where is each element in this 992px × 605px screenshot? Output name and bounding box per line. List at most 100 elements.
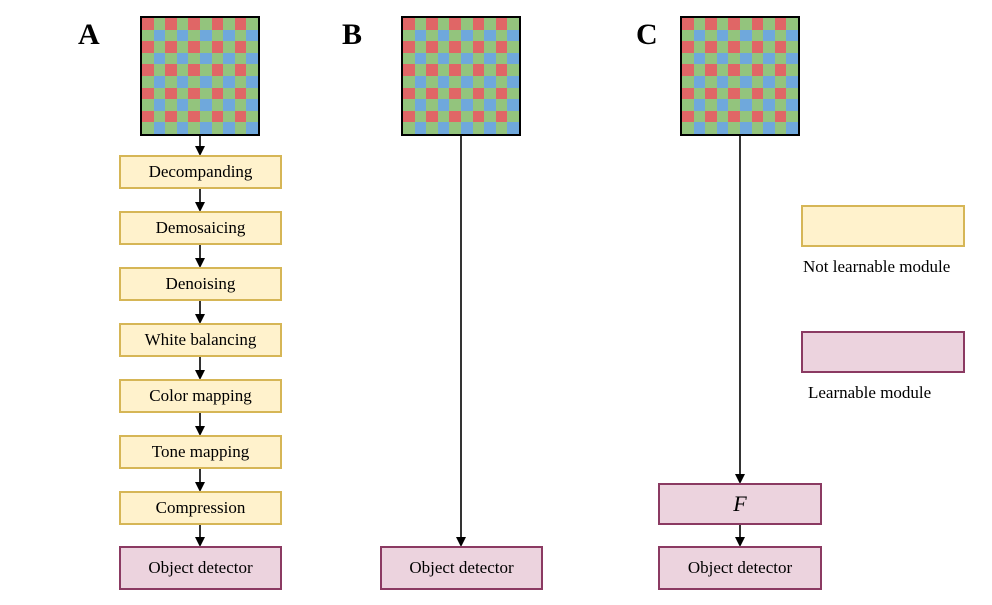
bayer-cell [705,29,717,42]
bayer-cell [693,122,706,134]
bayer-cell [142,87,154,100]
bayer-cell [200,64,212,76]
bayer-cell [682,52,694,65]
bayer-cell [705,110,717,123]
bayer-cell [484,29,496,42]
bayer-cell [751,99,764,111]
bayer-cell [176,87,189,100]
bayer-cell [449,18,461,30]
bayer-cell [705,64,717,76]
bayer-cell [740,99,752,111]
bayer-cell [153,99,166,111]
bayer-cell [728,29,740,42]
bayer-cell [751,18,764,30]
bayer-cell [495,41,508,53]
bayer-cell [495,122,508,134]
bayer-cell [716,99,729,111]
bayer-cell [774,41,787,53]
bayer-cell [751,122,764,134]
bayer-cell [153,87,166,100]
bayer-cell [403,64,415,76]
bayer-cell [437,87,450,100]
bayer-cell [484,87,496,100]
bayer-sensor-c [680,16,800,136]
bayer-cell [705,18,717,30]
bayer-cell [705,99,717,111]
bayer-cell [426,99,438,111]
bayer-cell [142,18,154,30]
bayer-cell [461,52,473,65]
bayer-cell [693,29,706,42]
bayer-cell [461,64,473,76]
bayer-cell [740,110,752,123]
bayer-cell [200,76,212,88]
bayer-cell [763,122,775,134]
bayer-cell [246,64,258,76]
bayer-cell [751,110,764,123]
bayer-cell [153,18,166,30]
bayer-cell [403,87,415,100]
bayer-cell [751,41,764,53]
bayer-cell [246,99,258,111]
bayer-cell [693,76,706,88]
bayer-cell [507,52,519,65]
bayer-cell [176,29,189,42]
bayer-cell [763,52,775,65]
bayer-cell [786,87,798,100]
bayer-cell [234,87,247,100]
bayer-cell [763,110,775,123]
bayer-cell [728,110,740,123]
bayer-cell [472,18,485,30]
bayer-cell [682,122,694,134]
bayer-cell [507,87,519,100]
bayer-cell [437,52,450,65]
bayer-cell [200,110,212,123]
bayer-cell [495,64,508,76]
bayer-cell [786,52,798,65]
bayer-cell [437,18,450,30]
bayer-cell [774,87,787,100]
bayer-cell [763,29,775,42]
bayer-cell [414,99,427,111]
bayer-cell [751,29,764,42]
bayer-cell [774,52,787,65]
bayer-cell [705,87,717,100]
bayer-cell [495,110,508,123]
bayer-cell [763,99,775,111]
bayer-cell [188,110,200,123]
bayer-cell [165,99,177,111]
bayer-cell [234,41,247,53]
bayer-cell [426,52,438,65]
bayer-cell [786,110,798,123]
bayer-cell [414,110,427,123]
bayer-cell [763,64,775,76]
bayer-cell [495,18,508,30]
bayer-cell [682,110,694,123]
bayer-cell [153,64,166,76]
bayer-cell [740,76,752,88]
step-compression: Compression [119,491,282,525]
bayer-cell [223,52,235,65]
bayer-cell [414,87,427,100]
bayer-cell [153,41,166,53]
bayer-cell [449,76,461,88]
legend-label-learnable: Learnable module [808,383,932,402]
bayer-sensor-a [140,16,260,136]
bayer-cell [507,110,519,123]
bayer-cell [716,76,729,88]
bayer-cell [403,110,415,123]
object-detector-b: Object detector [380,546,543,590]
bayer-cell [200,99,212,111]
bayer-cell [682,29,694,42]
bayer-cell [716,18,729,30]
bayer-cell [165,76,177,88]
bayer-cell [740,64,752,76]
bayer-cell [774,76,787,88]
bayer-cell [740,41,752,53]
bayer-cell [223,76,235,88]
bayer-cell [484,76,496,88]
bayer-cell [188,52,200,65]
bayer-cell [484,110,496,123]
bayer-cell [484,41,496,53]
bayer-cell [461,41,473,53]
